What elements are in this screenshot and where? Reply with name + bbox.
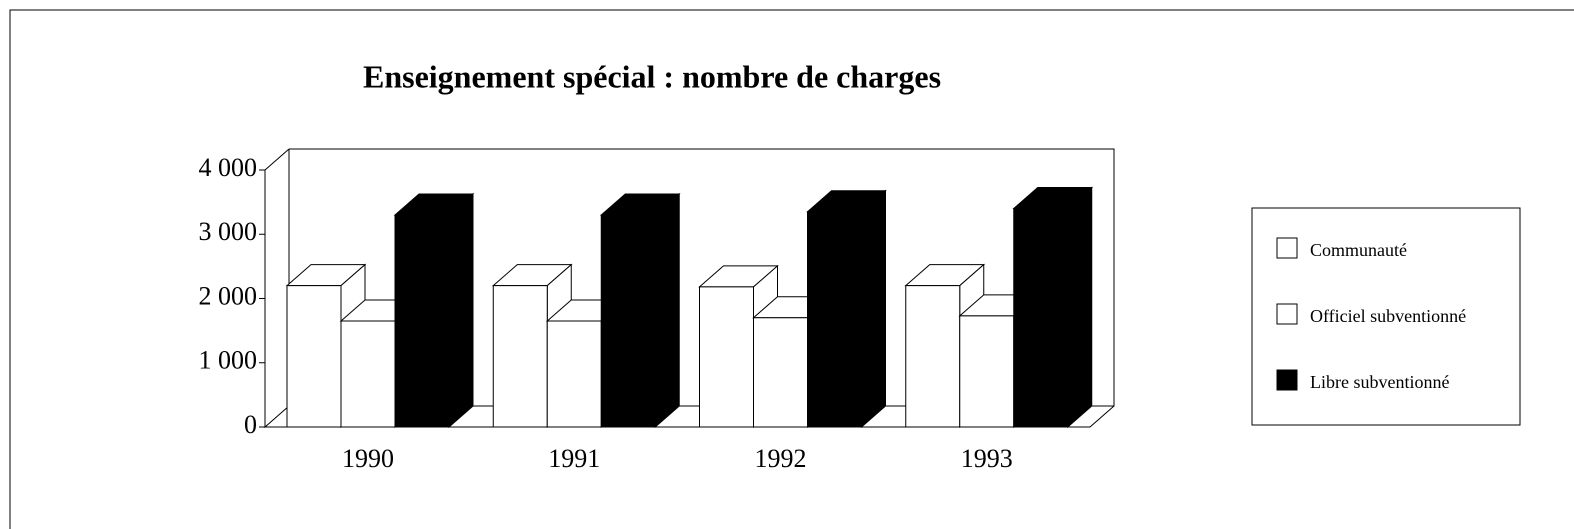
bar-face xyxy=(340,320,396,428)
bar-face xyxy=(448,192,474,429)
chart-title: Enseignement spécial : nombre de charges xyxy=(363,58,941,94)
bar-face xyxy=(286,285,342,428)
y-tick-label: 4 000 xyxy=(199,153,258,182)
bar xyxy=(393,192,475,429)
y-tick-label: 2 000 xyxy=(199,281,258,310)
x-tick-label: 1993 xyxy=(961,444,1013,473)
legend-swatch xyxy=(1276,369,1298,391)
side-wall xyxy=(264,148,290,429)
bar-face xyxy=(492,285,548,428)
bar-face xyxy=(905,285,961,428)
bar-face xyxy=(546,320,602,428)
legend-label: Officiel subventionné xyxy=(1310,306,1466,326)
bar-face xyxy=(699,286,754,428)
bar-face xyxy=(654,192,680,429)
bar-face xyxy=(861,189,886,429)
bar xyxy=(1012,186,1094,429)
x-tick-label: 1992 xyxy=(755,444,807,473)
legend-swatch xyxy=(1276,237,1298,259)
bar-face xyxy=(1067,186,1093,429)
legend-swatch xyxy=(1276,303,1298,325)
y-tick-label: 1 000 xyxy=(199,346,258,375)
bar-face xyxy=(1013,208,1069,428)
legend-label: Libre subventionné xyxy=(1310,372,1449,392)
x-tick-label: 1991 xyxy=(548,444,600,473)
y-tick-label: 3 000 xyxy=(199,217,258,246)
x-tick-label: 1990 xyxy=(342,444,394,473)
legend-label: Communauté xyxy=(1310,240,1407,260)
bar-face xyxy=(600,214,656,428)
bar xyxy=(599,192,681,429)
bar-face xyxy=(394,214,450,428)
bar-face xyxy=(959,315,1015,428)
frame xyxy=(9,9,1574,529)
bar-face xyxy=(807,211,862,428)
bar-face xyxy=(753,317,808,428)
y-tick-label: 0 xyxy=(244,410,257,439)
bar xyxy=(806,189,887,429)
